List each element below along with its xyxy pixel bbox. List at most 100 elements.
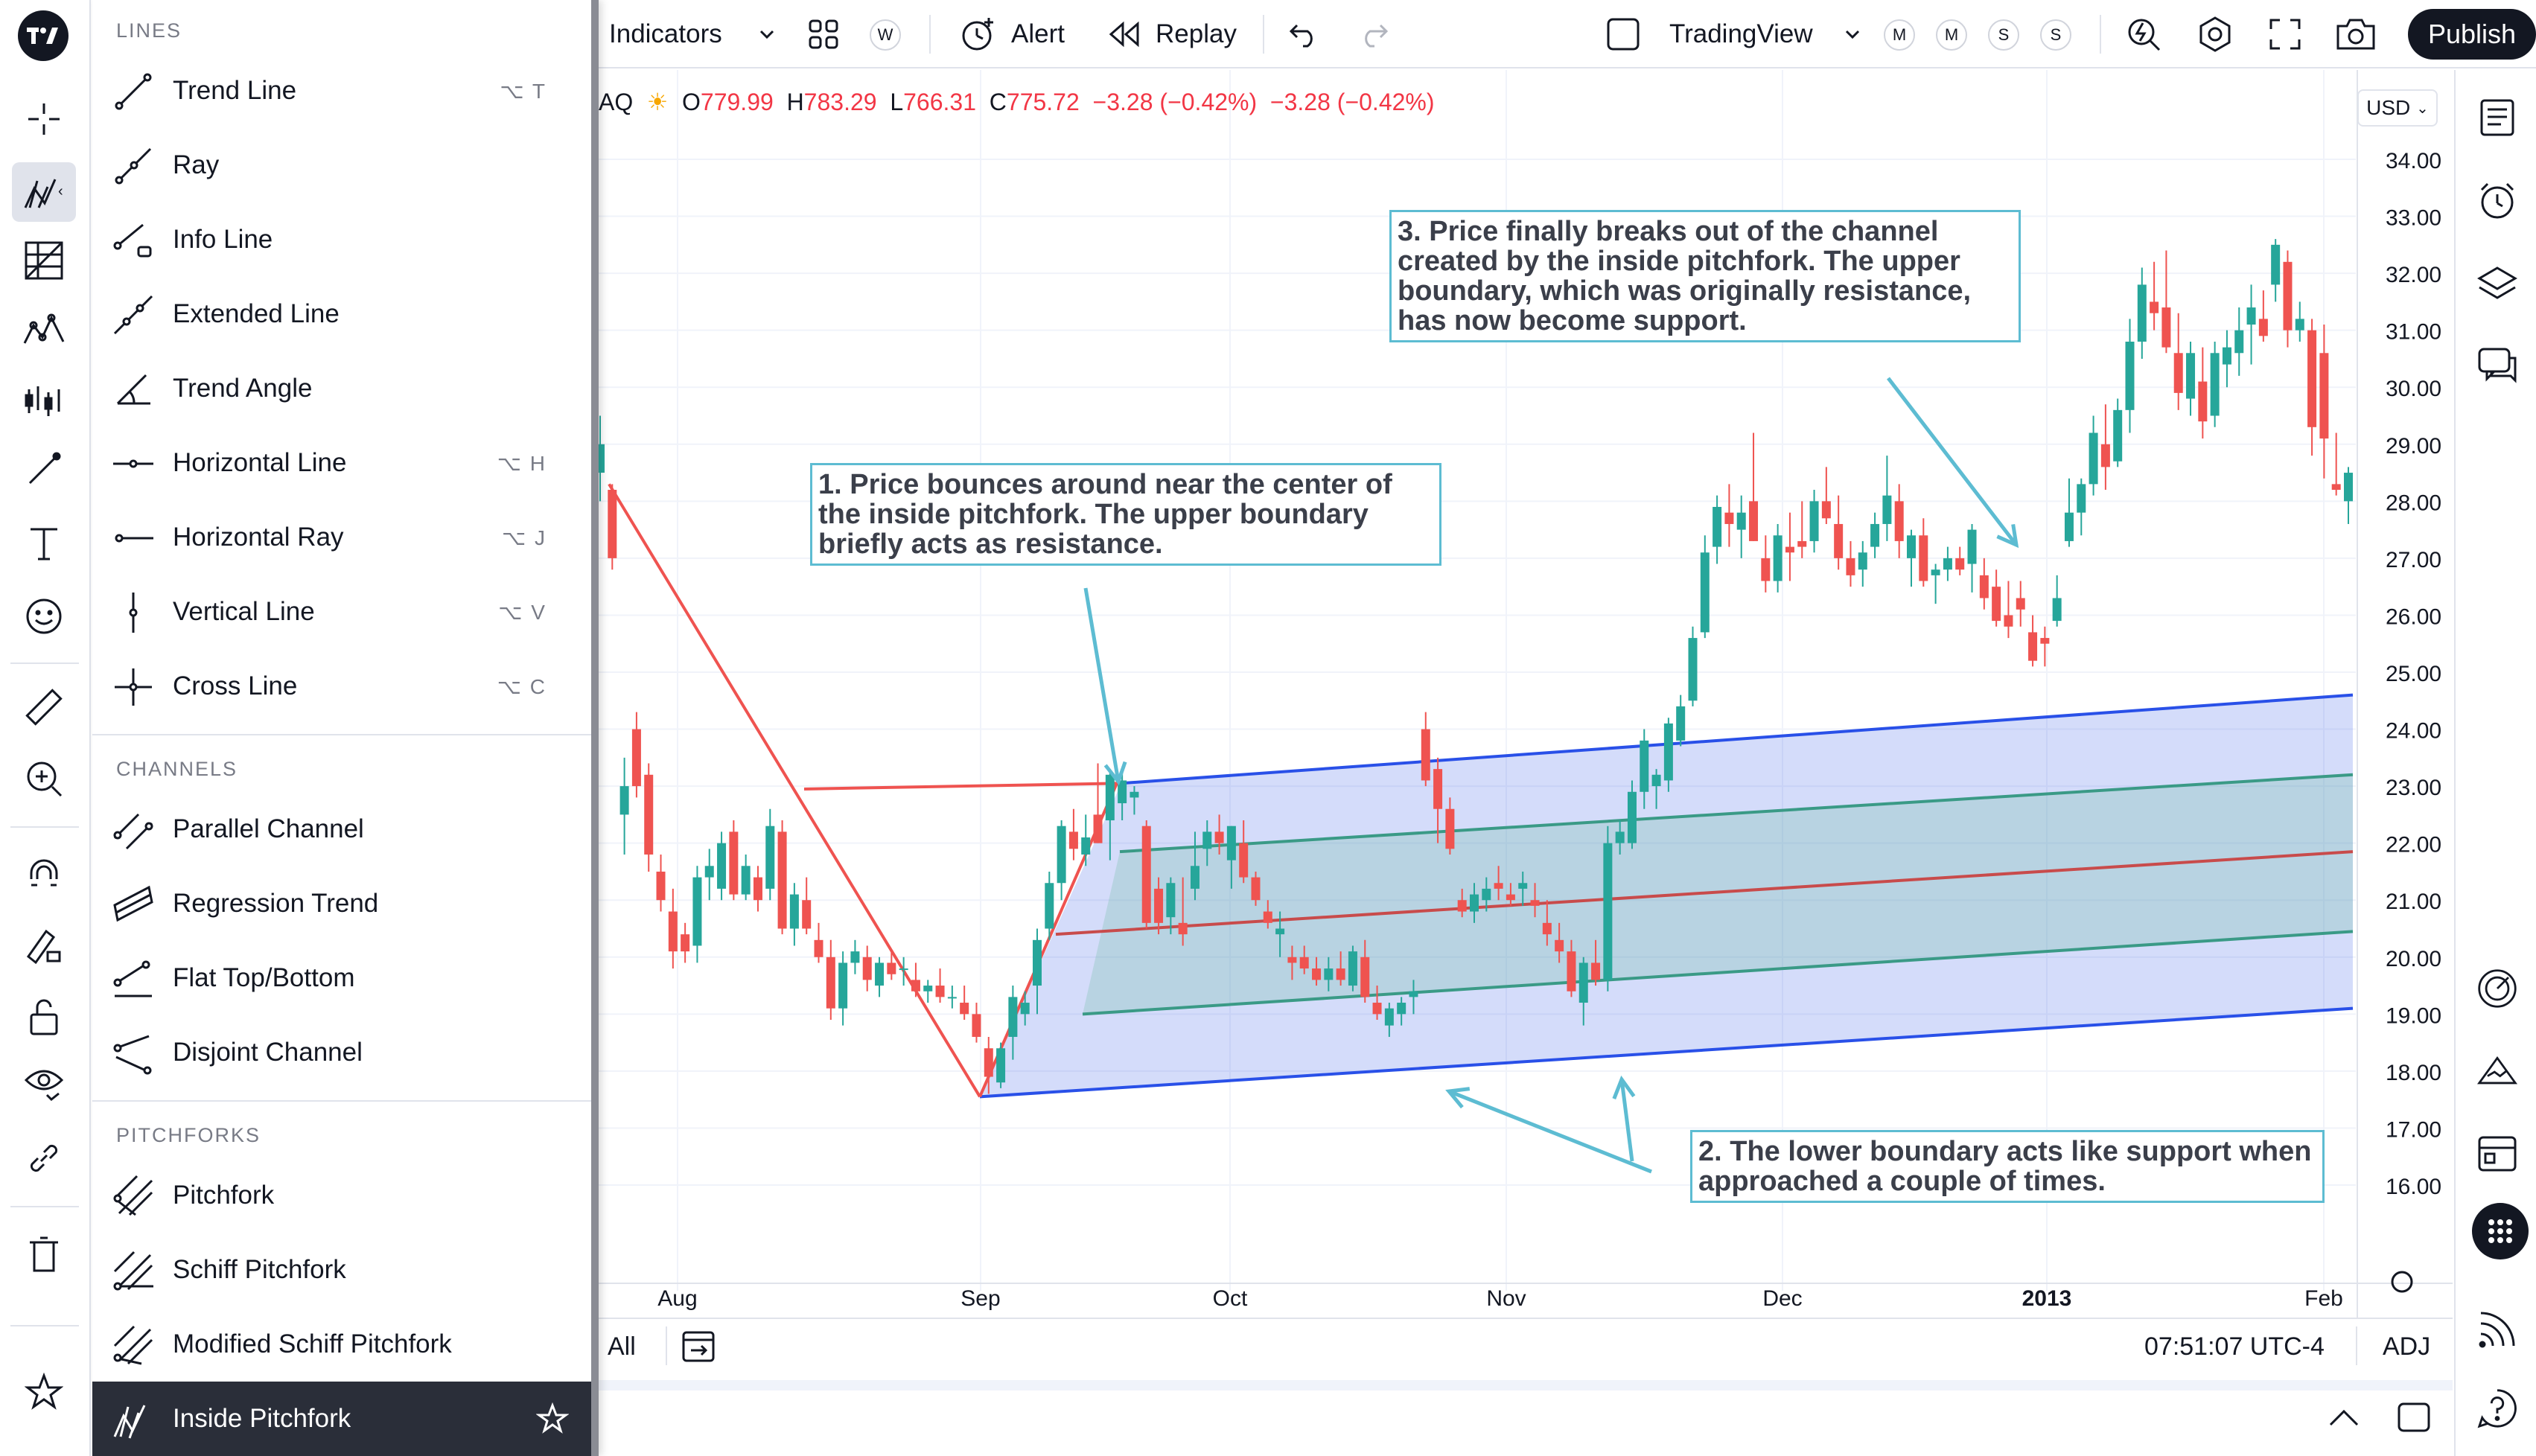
layout-badge[interactable]: S — [1988, 19, 2019, 51]
menu-item-disjoint-channel[interactable]: Disjoint Channel — [92, 1015, 591, 1090]
candle-body — [789, 894, 799, 929]
bottom-panel — [599, 1380, 2453, 1456]
layout-badge[interactable]: M — [1936, 19, 1967, 51]
annotation-2[interactable]: 2. The lower boundary acts like support … — [1690, 1130, 2325, 1203]
candle-body — [2222, 347, 2231, 365]
quick-search-icon[interactable] — [2125, 0, 2162, 68]
layout-badge[interactable]: S — [2040, 19, 2071, 51]
candle-body — [1081, 837, 1091, 855]
candle-body — [2040, 638, 2050, 644]
publish-button[interactable]: Publish — [2408, 9, 2536, 60]
menu-item-trend-angle[interactable]: Trend Angle — [92, 351, 591, 426]
menu-item-horizontal-line[interactable]: Horizontal Line ⌥ H — [92, 426, 591, 500]
chevron-down-icon[interactable] — [1844, 0, 1861, 68]
calendar-icon[interactable] — [2476, 1131, 2518, 1173]
unlock-icon[interactable] — [12, 987, 76, 1047]
redo-icon[interactable] — [1358, 0, 1389, 68]
magnet-icon[interactable] — [12, 849, 76, 908]
annotation-3[interactable]: 3. Price finally breaks out of the chann… — [1389, 210, 2021, 342]
chevron-up-icon[interactable] — [2328, 1407, 2360, 1429]
menu-item-vertical-line[interactable]: Vertical Line ⌥ V — [92, 575, 591, 649]
change-value: −3.28 (−0.42%) — [1092, 89, 1258, 115]
layout-checkbox-icon[interactable] — [1605, 0, 1641, 68]
menu-item-extended-line[interactable]: Extended Line — [92, 277, 591, 351]
fullscreen-icon[interactable] — [2268, 0, 2302, 68]
date-range-calendar-icon[interactable] — [681, 1328, 718, 1364]
emoji-icon[interactable] — [12, 587, 76, 646]
candle-body — [984, 1048, 993, 1077]
templates-grid-icon[interactable] — [807, 0, 840, 68]
alert-clock-icon[interactable] — [959, 0, 998, 68]
apps-grid-icon[interactable] — [2472, 1203, 2529, 1259]
eye-icon[interactable] — [12, 1054, 76, 1114]
pattern-icon[interactable] — [12, 301, 76, 360]
candle-body — [2198, 381, 2208, 422]
menu-item-inside-pitchfork[interactable]: Inside Pitchfork — [92, 1382, 591, 1456]
undo-icon[interactable] — [1288, 0, 1319, 68]
broadcast-icon[interactable] — [2476, 1309, 2518, 1350]
replay-icon[interactable] — [1106, 0, 1141, 68]
text-tool-icon[interactable] — [12, 514, 76, 573]
alert-button[interactable]: Alert — [1011, 19, 1065, 48]
pitchfork-lower-line — [979, 1006, 2354, 1099]
candle-body — [644, 774, 654, 855]
layout-badge[interactable]: M — [1884, 19, 1915, 51]
clock-time[interactable]: 07:51:07 UTC-4 — [2144, 1332, 2325, 1361]
favorite-star-icon[interactable] — [536, 1402, 569, 1435]
ruler-icon[interactable] — [12, 677, 76, 737]
range-all-button[interactable]: All — [608, 1332, 636, 1361]
schiff-pitchfork-icon — [113, 1251, 153, 1291]
layout-name[interactable]: TradingView — [1669, 19, 1813, 48]
camera-icon[interactable] — [2335, 0, 2377, 68]
alarm-clock-icon[interactable] — [2476, 180, 2518, 222]
candle-body — [2137, 284, 2147, 342]
menu-item-parallel-channel[interactable]: Parallel Channel — [92, 792, 591, 866]
chat-icon[interactable] — [2476, 345, 2518, 387]
crosshair-icon[interactable] — [12, 89, 76, 149]
zoom-in-icon[interactable] — [12, 749, 76, 808]
chevron-down-icon[interactable] — [758, 0, 776, 68]
menu-item-trend-line[interactable]: Trend Line ⌥ T — [92, 54, 591, 128]
trash-icon[interactable] — [12, 1225, 76, 1285]
ideas-mountain-icon[interactable] — [2476, 1051, 2518, 1093]
candle-body — [850, 951, 860, 963]
menu-item-flat-top-bottom[interactable]: Flat Top/Bottom — [92, 941, 591, 1015]
fib-grid-icon[interactable] — [12, 231, 76, 290]
settings-gear-icon[interactable] — [2196, 0, 2234, 68]
adj-toggle[interactable]: ADJ — [2383, 1332, 2431, 1361]
menu-item-regression-trend[interactable]: Regression Trend — [92, 866, 591, 941]
link-icon[interactable] — [12, 1128, 76, 1188]
brush-icon[interactable] — [12, 439, 76, 499]
annotation-arrow-1 — [1103, 761, 1127, 786]
candle-body — [1809, 501, 1819, 541]
menu-item-pitchfork[interactable]: Pitchfork — [92, 1158, 591, 1233]
lock-drawing-icon[interactable] — [12, 916, 76, 975]
maximize-panel-icon[interactable] — [2396, 1401, 2432, 1434]
candle-body — [1640, 740, 1649, 792]
candle-body — [1591, 962, 1601, 980]
tradingview-logo[interactable] — [18, 10, 69, 61]
target-icon[interactable] — [2476, 968, 2518, 1009]
menu-item-modified-schiff-pitchfork[interactable]: Modified Schiff Pitchfork — [92, 1307, 591, 1382]
candle-body — [765, 826, 775, 889]
watchlist-icon[interactable] — [2476, 97, 2518, 138]
menu-item-horizontal-ray[interactable]: Horizontal Ray ⌥ J — [92, 500, 591, 575]
right-sidebar — [2454, 70, 2536, 1456]
favorites-star-icon[interactable] — [12, 1362, 76, 1422]
candle-body — [1506, 894, 1515, 901]
currency-dropdown[interactable]: USD ⌄ — [2357, 89, 2438, 127]
indicators-button[interactable]: Indicators — [609, 19, 722, 48]
pitchfork-tool-icon[interactable]: ‹ — [12, 162, 76, 222]
menu-item-info-line[interactable]: Info Line — [92, 202, 591, 277]
replay-button[interactable]: Replay — [1156, 19, 1237, 48]
menu-item-ray[interactable]: Ray — [92, 128, 591, 202]
menu-item-schiff-pitchfork[interactable]: Schiff Pitchfork — [92, 1233, 591, 1307]
prediction-icon[interactable] — [12, 371, 76, 430]
layers-icon[interactable] — [2476, 264, 2518, 305]
annotation-1[interactable]: 1. Price bounces around near the center … — [810, 463, 1441, 566]
menu-item-cross-line[interactable]: Cross Line ⌥ C — [92, 649, 591, 724]
time-axis-label: Oct — [1213, 1286, 1248, 1311]
interval-badge[interactable]: W — [870, 19, 901, 51]
help-icon[interactable] — [2476, 1388, 2518, 1429]
menu-item-label: Flat Top/Bottom — [173, 963, 355, 992]
